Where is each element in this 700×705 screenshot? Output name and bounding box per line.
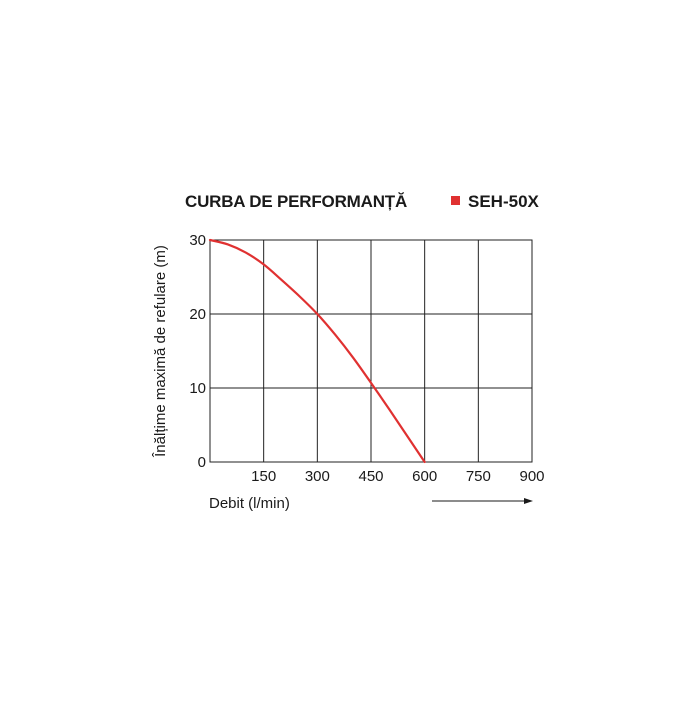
y-tick-label: 10 bbox=[189, 380, 206, 397]
legend-label: SEH-50X bbox=[468, 192, 540, 211]
x-direction-arrow-icon bbox=[432, 498, 533, 504]
x-axis-label: Debit (l/min) bbox=[209, 495, 290, 512]
x-tick-label: 300 bbox=[305, 468, 330, 485]
y-tick-label: 30 bbox=[189, 232, 206, 249]
x-tick-label: 750 bbox=[466, 468, 491, 485]
y-axis-label: Înălțime maximă de refulare (m) bbox=[152, 245, 169, 458]
tick-labels: 150 300 450 600 750 900 0 10 20 30 bbox=[189, 232, 544, 485]
x-tick-label: 600 bbox=[412, 468, 437, 485]
series-line-seh-50x bbox=[208, 238, 426, 464]
y-tick-label: 0 bbox=[198, 454, 206, 471]
grid bbox=[209, 239, 533, 463]
x-tick-label: 450 bbox=[358, 468, 383, 485]
x-tick-label: 150 bbox=[251, 468, 276, 485]
legend-swatch bbox=[451, 196, 460, 205]
chart-title: CURBA DE PERFORMANȚĂ bbox=[185, 192, 407, 211]
y-tick-label: 20 bbox=[189, 306, 206, 323]
series-layer bbox=[208, 238, 426, 464]
x-tick-label: 900 bbox=[519, 468, 544, 485]
